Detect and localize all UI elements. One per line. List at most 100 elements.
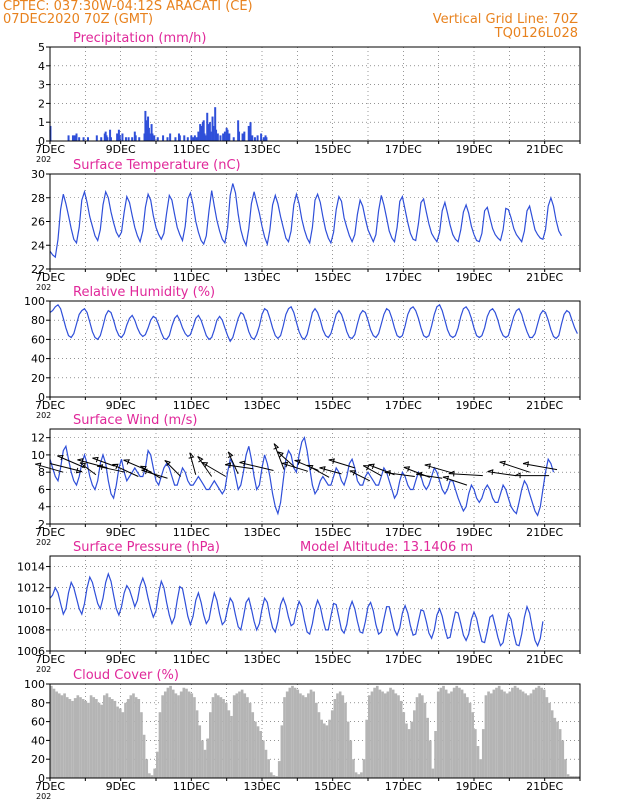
cloud-bar xyxy=(118,708,122,778)
pressure-title: Surface Pressure (hPa) xyxy=(73,540,220,555)
cloud-bar xyxy=(566,774,570,778)
wind-vector-head xyxy=(123,459,130,465)
precip-bar xyxy=(127,137,130,141)
wind-vector-head xyxy=(424,463,431,469)
cloud-xtick-label: 17DEC xyxy=(385,780,422,793)
cloud-bar xyxy=(368,695,371,778)
wind-xtick-label: 7DEC xyxy=(35,526,65,539)
cloud-bar xyxy=(222,699,225,778)
cloud-bar xyxy=(116,706,119,778)
wind-ytick-label: 4 xyxy=(38,501,45,514)
humidity-ytick-label: 0 xyxy=(38,391,45,404)
cloud-bar xyxy=(166,687,170,778)
wind-xtick-label: 13DEC xyxy=(243,526,280,539)
wind-vector-head xyxy=(294,459,301,465)
precip-bar xyxy=(228,133,231,141)
cloud-bar xyxy=(52,688,56,778)
wind-xtick-label: 17DEC xyxy=(385,526,422,539)
wind-vector-head xyxy=(75,467,83,474)
cloud-bar xyxy=(103,695,106,778)
temperature-ytick-label: 24 xyxy=(31,239,45,252)
precip-bar xyxy=(195,137,198,141)
cloud-bar xyxy=(171,689,175,778)
precip-bar xyxy=(193,135,196,141)
cloud-bar xyxy=(344,702,347,778)
cloud-bar xyxy=(163,691,167,778)
cloud-bar xyxy=(341,695,345,778)
precipitation-ytick-label: 4 xyxy=(38,60,45,73)
cloud-bar xyxy=(410,721,414,778)
humidity-frame xyxy=(49,300,581,398)
humidity-panel: 0 20 40 60 80 100 7DEC 9DEC 11DEC 13DEC 15DEC 17DEC… xyxy=(24,285,581,420)
cloud-bar xyxy=(259,731,262,778)
cloud-bar xyxy=(505,693,509,778)
wind-vector-head xyxy=(403,466,411,472)
pressure-ytick-label: 1010 xyxy=(17,603,45,616)
cloud-bar xyxy=(232,695,236,778)
temperature-series-line xyxy=(49,183,563,259)
cloud-bar xyxy=(158,712,162,778)
precipitation-xtick-label: 19DEC xyxy=(455,143,492,156)
cloud-bar xyxy=(431,768,435,778)
wind-vector-head xyxy=(35,462,42,469)
precip-bar xyxy=(249,122,252,141)
wind-vector xyxy=(522,463,558,471)
wind-vector-head xyxy=(273,443,280,450)
cloud-bar xyxy=(561,740,565,778)
cloud-bar xyxy=(360,772,363,778)
cloud-bar xyxy=(466,697,469,778)
cloud-bar xyxy=(307,693,310,778)
wind-vector xyxy=(319,467,342,475)
cloud-ytick-label: 40 xyxy=(31,734,45,747)
precip-bar xyxy=(190,135,193,141)
wind-vector-head xyxy=(227,451,234,458)
cloud-bar xyxy=(394,693,398,778)
humidity-ytick-label: 80 xyxy=(31,314,45,327)
wind-xtick-label: 19DEC xyxy=(455,526,492,539)
wind-vector xyxy=(349,470,370,482)
cloud-bar xyxy=(89,695,93,778)
cloud-bar xyxy=(283,697,286,778)
wind-vector-head xyxy=(499,460,506,467)
precip-bar xyxy=(82,137,85,141)
wind-ytick-label: 8 xyxy=(38,466,45,479)
cloud-bar xyxy=(519,689,522,778)
temperature-xtick-label: 11DEC xyxy=(173,271,210,284)
wind-xtick-label: 21DEC xyxy=(526,526,563,539)
cloud-bar xyxy=(95,699,98,778)
cloud-bar xyxy=(434,731,437,778)
wind-vector-head xyxy=(514,472,521,479)
cloud-bar xyxy=(280,725,284,778)
cloud-bar xyxy=(381,691,384,778)
precip-bar xyxy=(241,133,244,141)
wind-vector-head xyxy=(141,468,148,475)
pressure-xtick-label: 13DEC xyxy=(243,653,280,666)
precip-bar xyxy=(212,125,215,141)
precip-bar xyxy=(71,135,74,141)
cloud-bar xyxy=(140,712,143,778)
cloud-bar xyxy=(209,712,212,778)
humidity-xtick-label: 15DEC xyxy=(314,399,351,412)
precip-bar xyxy=(192,137,195,141)
cloud-bar xyxy=(362,759,366,778)
cloud-bar xyxy=(407,729,411,778)
wind-vector xyxy=(92,457,115,467)
cloud-bar xyxy=(572,776,575,778)
cloud-bar xyxy=(447,693,451,778)
wind-vector-head xyxy=(96,464,104,470)
cloud-ytick-label: 60 xyxy=(31,716,45,729)
cloud-bar xyxy=(68,699,72,778)
temperature-xtick-label: 15DEC xyxy=(314,271,351,284)
cloud-bar xyxy=(413,710,416,778)
precip-bar xyxy=(186,137,189,141)
cloud-bar xyxy=(134,697,138,778)
wind-xtick-label: 11DEC xyxy=(173,526,210,539)
wind-ytick-label: 12 xyxy=(31,432,45,445)
pressure-frame xyxy=(49,555,581,652)
temperature-xtick-label: 9DEC xyxy=(106,271,136,284)
cloud-bar xyxy=(556,721,559,778)
cloud-bar xyxy=(468,702,472,778)
cloud-bar xyxy=(548,702,551,778)
cloud-bar xyxy=(277,761,281,778)
